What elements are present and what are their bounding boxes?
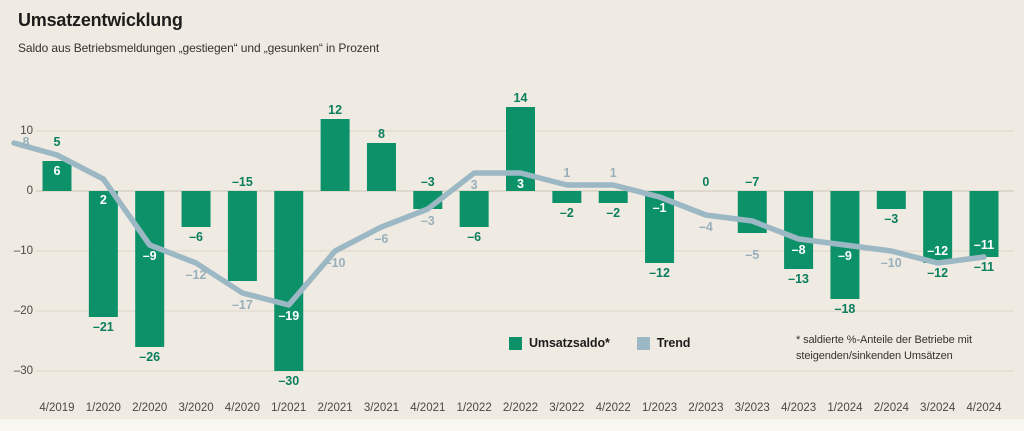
bar — [923, 191, 953, 263]
bar-value-label: –6 — [189, 230, 203, 244]
trend-value-label: –11 — [974, 238, 994, 252]
bar-value-label: –2 — [560, 206, 574, 220]
x-tick-label: 2/2024 — [874, 402, 910, 414]
x-tick-label: 2/2021 — [318, 402, 353, 414]
legend-trend-swatch — [636, 336, 650, 350]
trend-value-label: –19 — [278, 309, 299, 323]
bar — [366, 143, 396, 191]
trend-value-label: –9 — [143, 249, 157, 263]
bar-value-label: –7 — [745, 175, 759, 189]
footnote-line-2: steigenden/sinkenden Umsätzen — [796, 349, 953, 362]
trend-value-label: 1 — [610, 166, 617, 180]
x-tick-label: 1/2021 — [271, 402, 306, 414]
bar-value-label: –3 — [884, 212, 898, 226]
trend-value-label: –6 — [374, 232, 388, 246]
bar-value-label: –26 — [139, 350, 160, 364]
bar-value-label: –3 — [421, 175, 435, 189]
chart-subtitle: Saldo aus Betriebsmeldungen „gestiegen“ … — [18, 41, 380, 55]
trend-value-label: –10 — [325, 256, 346, 270]
bar — [598, 191, 628, 203]
y-tick-label: –20 — [14, 305, 33, 317]
bar — [459, 191, 489, 227]
trend-value-label: –17 — [232, 298, 253, 312]
bar-value-label: –11 — [974, 260, 994, 274]
legend-umsatzsaldo-swatch — [509, 336, 522, 350]
bar — [876, 191, 906, 209]
x-tick-label: 2/2022 — [503, 402, 538, 414]
bar-value-label: –12 — [927, 266, 948, 280]
bar — [135, 191, 165, 347]
trend-value-label: 8 — [23, 135, 30, 149]
trend-value-label: –9 — [838, 249, 852, 263]
chart-footnote: * saldierte %-Anteile der Betriebe mit s… — [796, 333, 972, 365]
y-tick-label: –30 — [14, 365, 33, 377]
bar — [552, 191, 582, 203]
trend-value-label: –5 — [745, 248, 759, 262]
bar — [42, 161, 72, 191]
bar-value-label: 14 — [514, 91, 528, 105]
x-tick-label: 4/2024 — [966, 402, 1002, 414]
x-tick-label: 1/2022 — [457, 402, 492, 414]
x-tick-label: 4/2022 — [596, 402, 631, 414]
bar-value-label: –12 — [649, 266, 670, 280]
bar-value-label: –2 — [606, 206, 620, 220]
bar-value-label: –18 — [835, 302, 856, 316]
x-tick-label: 3/2022 — [549, 402, 584, 414]
x-tick-label: 1/2024 — [827, 402, 863, 414]
trend-value-label: –3 — [421, 214, 435, 228]
trend-value-label: 6 — [54, 164, 61, 178]
trend-line — [11, 140, 987, 308]
x-tick-label: 3/2020 — [178, 402, 213, 414]
chart-legend: Umsatzsaldo* Trend — [509, 336, 690, 350]
trend-value-label: –12 — [186, 268, 207, 282]
trend-value-label: –10 — [881, 256, 902, 270]
bar — [274, 191, 304, 371]
x-tick-label: 3/2024 — [920, 402, 956, 414]
bar-value-label: 0 — [702, 175, 709, 189]
bar — [181, 191, 211, 227]
trend-value-label: 1 — [563, 166, 570, 180]
x-tick-label: 3/2023 — [735, 402, 770, 414]
bar-value-label: –15 — [232, 175, 253, 189]
x-tick-label: 2/2020 — [132, 402, 167, 414]
trend-value-label: –4 — [699, 220, 713, 234]
bar — [320, 119, 350, 191]
footnote-line-1: * saldierte %-Anteile der Betriebe mit — [796, 334, 972, 346]
x-tick-label: 1/2023 — [642, 402, 677, 414]
trend-value-label: –12 — [927, 244, 948, 258]
bar-value-label: 5 — [54, 135, 61, 149]
trend-value-label: –1 — [653, 201, 667, 215]
x-tick-label: 2/2023 — [688, 402, 723, 414]
bar-value-label: –21 — [93, 320, 114, 334]
x-tick-label: 4/2023 — [781, 402, 816, 414]
y-tick-label: 10 — [20, 125, 33, 137]
legend-umsatzsaldo-label: Umsatzsaldo* — [529, 336, 610, 350]
x-tick-label: 4/2021 — [410, 402, 445, 414]
x-tick-label: 4/2019 — [39, 402, 74, 414]
bar — [88, 191, 118, 317]
bar-value-label: 8 — [378, 127, 385, 141]
trend-value-label: 3 — [471, 178, 478, 192]
bar-value-label: –30 — [278, 374, 299, 388]
bar-value-label: 12 — [328, 103, 342, 117]
legend-trend-label: Trend — [656, 336, 691, 350]
bar-value-label: –6 — [467, 230, 481, 244]
trend-value-label: 2 — [100, 193, 107, 207]
bar — [227, 191, 257, 281]
bar-value-label: –13 — [788, 272, 809, 286]
y-tick-label: 0 — [27, 185, 33, 197]
trend-value-label: –8 — [792, 243, 806, 257]
chart-title: Umsatzentwicklung — [18, 10, 183, 30]
y-tick-label: –10 — [14, 245, 33, 257]
x-tick-label: 4/2020 — [225, 402, 260, 414]
trend-value-label: 3 — [517, 177, 524, 191]
x-tick-label: 1/2020 — [86, 402, 121, 414]
x-tick-label: 3/2021 — [364, 402, 399, 414]
bar — [969, 191, 999, 257]
bar — [784, 191, 814, 269]
bottom-margin-strip — [0, 419, 1024, 431]
